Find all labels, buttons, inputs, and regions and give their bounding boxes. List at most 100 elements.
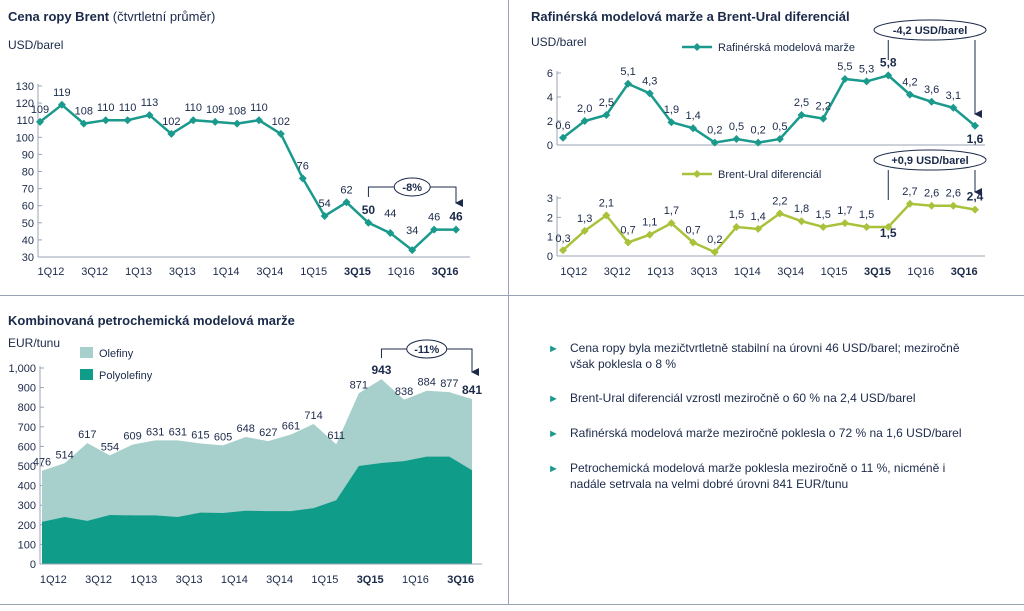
ural-data-label: 1,5 (859, 209, 874, 221)
brent-title-bold: Cena ropy Brent (8, 9, 110, 24)
brent-point (101, 116, 110, 125)
ural-data-label: 2,6 (946, 188, 961, 200)
refining-data-label: 3,1 (946, 90, 961, 102)
refining-point (840, 75, 849, 83)
ural-x-tick: 1Q13 (647, 266, 674, 278)
petrochem-data-label: 615 (191, 429, 209, 441)
ural-data-label: 0,2 (707, 234, 722, 246)
petrochem-data-label: 554 (101, 441, 119, 453)
brent-data-label: 54 (319, 198, 331, 210)
petrochem-x-tick: 3Q12 (85, 574, 112, 586)
ural-line (562, 202, 976, 254)
refining-point (580, 117, 589, 125)
petrochem-x-tick: 1Q14 (221, 574, 248, 586)
brent-point (145, 111, 154, 120)
brent-unit: USD/barel (8, 38, 64, 52)
ural-point (559, 246, 567, 255)
ural-x-tick: 3Q14 (777, 266, 804, 278)
refining-point (732, 135, 741, 143)
ural-point (645, 230, 654, 239)
polyolefiny-legend-swatch (80, 369, 93, 380)
refining-point (862, 77, 871, 86)
refining-data-label: 2,0 (577, 103, 592, 115)
petrochem-data-label: 514 (55, 449, 73, 461)
ural-point (624, 238, 633, 247)
brent-point (79, 119, 88, 128)
petrochem-x-tick: 1Q15 (311, 574, 338, 586)
brent-y-tick: 50 (22, 218, 34, 230)
ural-y-tick: 2 (547, 212, 553, 224)
petrochem-x-tick: 3Q15 (357, 574, 384, 586)
brent-title-light: (čtvrtletní průměr) (112, 9, 216, 24)
ural-point (971, 205, 979, 214)
brent-line (39, 103, 456, 252)
refining-y-tick: 0 (547, 140, 553, 152)
brent-point (452, 225, 460, 234)
ural-x-tick: 3Q16 (951, 266, 978, 278)
refining-y-tick: 6 (547, 68, 553, 80)
brent-data-label: 110 (119, 102, 137, 114)
refining-data-label: 0,5 (772, 121, 787, 133)
petrochem-y-tick: 100 (18, 539, 36, 551)
refining-data-label: 0,2 (707, 125, 722, 137)
refining-legend-label: Rafinérská modelová marže (718, 42, 855, 54)
ural-point (927, 201, 936, 210)
brent-x-tick: 3Q12 (81, 266, 108, 278)
petrochem-data-label: 841 (462, 383, 482, 397)
brent-point (233, 119, 242, 128)
refining-data-label: 5,1 (620, 66, 635, 78)
olefiny-legend-swatch (80, 347, 93, 358)
ural-x-tick: 1Q12 (560, 266, 587, 278)
petrochem-data-label: 631 (146, 426, 164, 438)
petrochem-data-label: 627 (259, 427, 277, 439)
ural-x-tick: 3Q12 (604, 266, 631, 278)
petrochem-data-label: 476 (33, 457, 51, 469)
refining-legend-marker (693, 43, 701, 51)
petrochem-y-tick: 0 (30, 559, 36, 571)
refining-data-label: 2,2 (816, 101, 831, 113)
refining-data-label: 5,5 (837, 61, 852, 73)
brent-x-tick: 1Q16 (388, 266, 415, 278)
petrochem-change-label: -11% (414, 344, 439, 356)
bullet-item: ► Rafinérská modelová marže meziročně po… (548, 425, 968, 442)
brent-x-tick: 3Q13 (169, 266, 196, 278)
brent-x-tick: 1Q12 (37, 266, 64, 278)
ural-point (667, 219, 676, 228)
brent-data-label: 62 (340, 184, 352, 196)
refining-point (927, 97, 936, 106)
petrochem-data-label: 943 (371, 363, 391, 377)
brent-x-tick: 1Q13 (125, 266, 152, 278)
ural-point (689, 238, 698, 247)
refining-point (667, 118, 676, 127)
brent-change-badge (393, 177, 431, 197)
brent-data-label: 108 (75, 106, 93, 118)
ural-data-label: 2,7 (902, 186, 917, 198)
brent-y-tick: 40 (22, 235, 34, 247)
petrochem-data-label: 877 (440, 378, 458, 390)
brent-data-label: 109 (31, 104, 49, 116)
petrochem-change-badge (406, 339, 448, 359)
brent-point (298, 174, 307, 183)
brent-point (386, 229, 395, 238)
brent-data-label: 50 (362, 203, 376, 217)
brent-data-label: 109 (206, 104, 224, 116)
ural-y-tick: 1 (547, 232, 553, 244)
ural-point (819, 223, 828, 231)
refining-data-label: 4,2 (902, 77, 917, 89)
triangle-right-icon: ► (548, 428, 559, 440)
refining-line (562, 74, 976, 144)
brent-data-label: 44 (384, 208, 396, 220)
brent-x-tick: 1Q15 (300, 266, 327, 278)
ural-legend-label: Brent-Ural diferenciál (718, 169, 821, 181)
petrochem-x-tick: 1Q12 (40, 574, 67, 586)
refining-data-label: 1,6 (967, 132, 984, 146)
petrochem-unit: EUR/tunu (8, 336, 61, 350)
refining-point (905, 90, 914, 99)
ural-x-tick: 3Q15 (864, 266, 891, 278)
brent-point (211, 117, 220, 126)
brent-data-label: 76 (297, 160, 309, 172)
refining-data-label: 2,5 (794, 97, 809, 109)
brent-y-tick: 60 (22, 201, 34, 213)
petrochem-data-label: 884 (418, 377, 436, 389)
